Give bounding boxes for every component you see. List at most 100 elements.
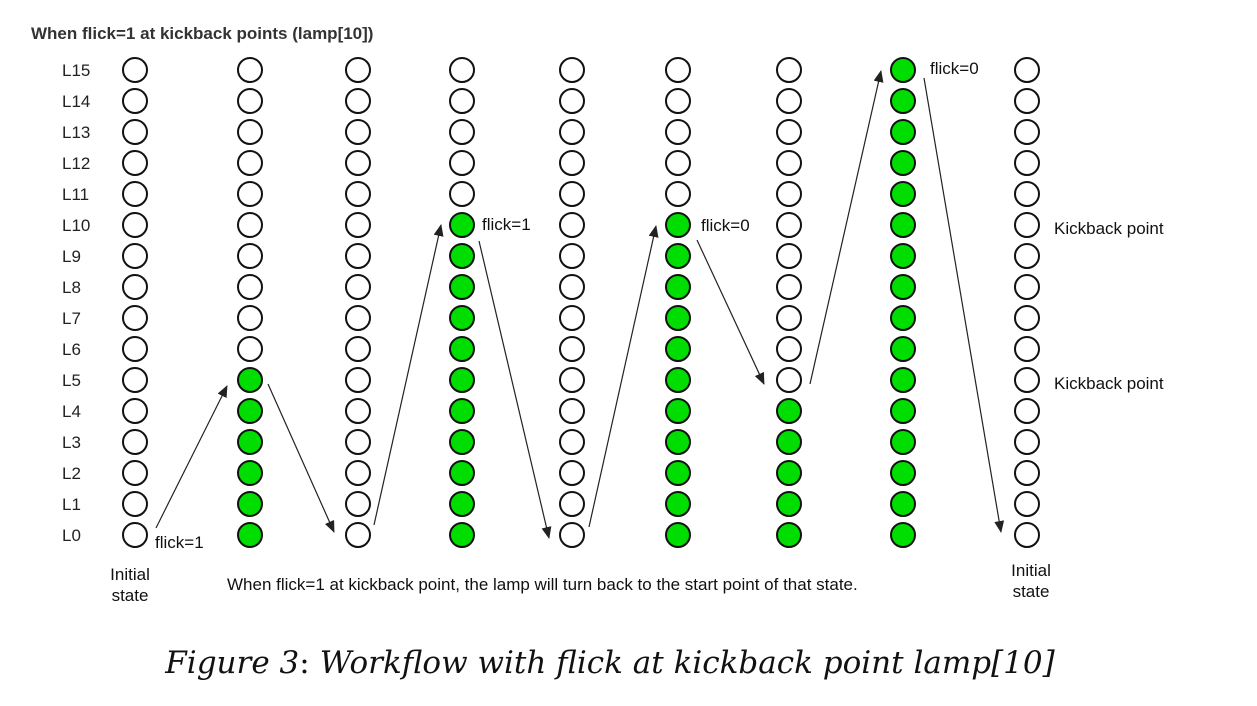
- row-label-l11: L11: [62, 185, 89, 204]
- lamp-c1-l7-off: [122, 305, 148, 331]
- lamp-c9-l15-off: [1014, 57, 1040, 83]
- lamp-c1-l3-off: [122, 429, 148, 455]
- row-label-l8: L8: [62, 278, 81, 297]
- flick-label-col8: flick=0: [930, 59, 979, 78]
- lamp-c2-l2-on: [237, 460, 263, 486]
- lamp-c6-l0-on: [665, 522, 691, 548]
- lamp-c7-l5-off: [776, 367, 802, 393]
- lamp-c2-l11-off: [237, 181, 263, 207]
- lamp-c7-l7-off: [776, 305, 802, 331]
- lamp-c8-l7-on: [890, 305, 916, 331]
- lamp-c5-l12-off: [559, 150, 585, 176]
- initial-state-right-line1: Initial: [1011, 561, 1051, 580]
- lamp-c6-l14-off: [665, 88, 691, 114]
- lamp-c6-l9-on: [665, 243, 691, 269]
- figure-caption-sep: :: [299, 645, 309, 681]
- lamp-c6-l7-on: [665, 305, 691, 331]
- lamp-c8-l14-on: [890, 88, 916, 114]
- lamp-c2-l4-on: [237, 398, 263, 424]
- lamp-c6-l6-on: [665, 336, 691, 362]
- lamp-c7-l14-off: [776, 88, 802, 114]
- lamp-c7-l13-off: [776, 119, 802, 145]
- lamp-c7-l6-off: [776, 336, 802, 362]
- lamp-c2-l8-off: [237, 274, 263, 300]
- row-label-l13: L13: [62, 123, 90, 142]
- lamp-c2-l15-off: [237, 57, 263, 83]
- lamp-c4-l14-off: [449, 88, 475, 114]
- lamp-c5-l2-off: [559, 460, 585, 486]
- lamp-c2-l6-off: [237, 336, 263, 362]
- lamp-c7-l12-off: [776, 150, 802, 176]
- lamp-c8-l2-on: [890, 460, 916, 486]
- lamp-c3-l6-off: [345, 336, 371, 362]
- lamp-c6-l4-on: [665, 398, 691, 424]
- lamp-c7-l0-on: [776, 522, 802, 548]
- lamp-c4-l5-on: [449, 367, 475, 393]
- lamp-c2-l10-off: [237, 212, 263, 238]
- lamp-c1-l14-off: [122, 88, 148, 114]
- lamp-c7-l3-on: [776, 429, 802, 455]
- lamp-c4-l1-on: [449, 491, 475, 517]
- row-label-l14: L14: [62, 92, 90, 111]
- lamp-c4-l7-on: [449, 305, 475, 331]
- lamp-c2-l5-on: [237, 367, 263, 393]
- lamp-c9-l4-off: [1014, 398, 1040, 424]
- figure-caption-text: Workflow with flick at kickback point la…: [320, 645, 1056, 681]
- lamp-c9-l11-off: [1014, 181, 1040, 207]
- lamp-c4-l9-on: [449, 243, 475, 269]
- kickback-point-label-lower: Kickback point: [1054, 374, 1164, 393]
- lamp-c2-l7-off: [237, 305, 263, 331]
- lamp-c1-l15-off: [122, 57, 148, 83]
- lamp-c8-l9-on: [890, 243, 916, 269]
- lamp-c3-l10-off: [345, 212, 371, 238]
- arrow-7: [809, 70, 884, 385]
- lamp-c6-l3-on: [665, 429, 691, 455]
- lamp-c1-l8-off: [122, 274, 148, 300]
- lamp-c9-l1-off: [1014, 491, 1040, 517]
- lamp-c6-l12-off: [665, 150, 691, 176]
- lamp-c7-l10-off: [776, 212, 802, 238]
- lamp-c2-l9-off: [237, 243, 263, 269]
- lamp-c8-l6-on: [890, 336, 916, 362]
- lamp-c1-l0-off: [122, 522, 148, 548]
- lamp-c3-l5-off: [345, 367, 371, 393]
- lamp-c3-l7-off: [345, 305, 371, 331]
- lamp-c1-l11-off: [122, 181, 148, 207]
- lamp-c7-l4-on: [776, 398, 802, 424]
- lamp-c7-l1-on: [776, 491, 802, 517]
- lamp-c9-l5-off: [1014, 367, 1040, 393]
- lamp-c5-l1-off: [559, 491, 585, 517]
- lamp-c5-l7-off: [559, 305, 585, 331]
- lamp-c4-l4-on: [449, 398, 475, 424]
- kickback-note: When flick=1 at kickback point, the lamp…: [227, 575, 858, 594]
- lamp-c7-l2-on: [776, 460, 802, 486]
- lamp-c8-l15-on: [890, 57, 916, 83]
- lamp-c8-l5-on: [890, 367, 916, 393]
- lamp-c7-l15-off: [776, 57, 802, 83]
- lamp-c8-l13-on: [890, 119, 916, 145]
- lamp-c3-l13-off: [345, 119, 371, 145]
- lamp-c5-l5-off: [559, 367, 585, 393]
- lamp-grid: [122, 57, 1040, 548]
- initial-state-right-line2: state: [1013, 582, 1050, 601]
- lamp-c9-l0-off: [1014, 522, 1040, 548]
- lamp-c6-l2-on: [665, 460, 691, 486]
- lamp-c8-l3-on: [890, 429, 916, 455]
- lamp-c2-l13-off: [237, 119, 263, 145]
- kickback-point-label-upper: Kickback point: [1054, 219, 1164, 238]
- lamp-c9-l8-off: [1014, 274, 1040, 300]
- lamp-c2-l0-on: [237, 522, 263, 548]
- arrow-5: [588, 225, 659, 528]
- lamp-c1-l13-off: [122, 119, 148, 145]
- lamp-c6-l15-off: [665, 57, 691, 83]
- transition-arrows: [155, 70, 1005, 539]
- flick-label-col4: flick=1: [482, 215, 531, 234]
- lamp-c3-l9-off: [345, 243, 371, 269]
- flick-label-col6: flick=0: [701, 216, 750, 235]
- lamp-c4-l15-off: [449, 57, 475, 83]
- lamp-c5-l0-off: [559, 522, 585, 548]
- lamp-c1-l6-off: [122, 336, 148, 362]
- lamp-c3-l4-off: [345, 398, 371, 424]
- lamp-c6-l1-on: [665, 491, 691, 517]
- lamp-c5-l13-off: [559, 119, 585, 145]
